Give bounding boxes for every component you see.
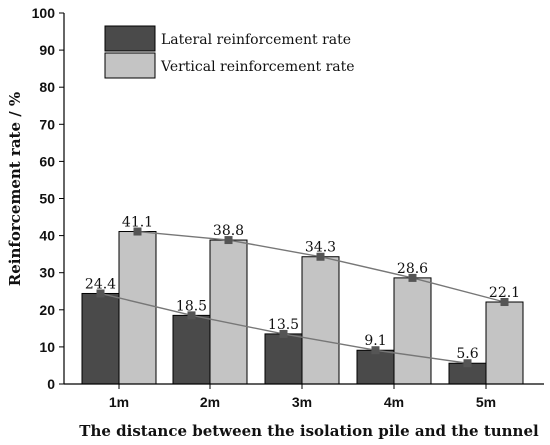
y-tick-label: 30 xyxy=(39,265,55,281)
y-tick-label: 20 xyxy=(39,302,55,318)
legend-swatch-lateral xyxy=(104,25,156,52)
data-label-lateral: 13.5 xyxy=(268,317,299,333)
x-tick-label: 1m xyxy=(109,394,129,410)
y-tick-label: 60 xyxy=(39,153,55,169)
data-label-lateral: 9.1 xyxy=(364,333,386,349)
legend: Lateral reinforcement rate Vertical rein… xyxy=(104,25,355,79)
data-label-vertical: 34.3 xyxy=(305,240,336,256)
x-tick-label: 3m xyxy=(292,394,312,410)
bar-lateral-4m xyxy=(356,349,395,385)
data-labels: 24.4 18.5 13.5 9.1 5.6 41.1 38.8 34.3 28.6 22.1 xyxy=(85,215,520,363)
bar-vertical-1m xyxy=(118,231,157,385)
trend-marker-lateral xyxy=(279,329,288,338)
data-label-lateral: 18.5 xyxy=(176,298,207,314)
data-label-lateral: 24.4 xyxy=(85,276,116,292)
y-tick-label: 70 xyxy=(39,116,55,132)
trend-marker-lateral xyxy=(463,359,472,368)
x-tick-label: 5m xyxy=(476,394,496,410)
bars xyxy=(81,228,524,385)
y-axis-title: Reinforcement rate / % xyxy=(6,92,24,286)
bar-lateral-1m xyxy=(81,292,120,385)
trend-marker-vertical xyxy=(224,236,233,245)
trend-marker-lateral xyxy=(371,346,380,355)
trend-marker-vertical xyxy=(408,273,417,282)
trend-lines xyxy=(96,227,509,368)
legend-label-lateral: Lateral reinforcement rate xyxy=(161,32,351,48)
x-tick-label: 4m xyxy=(384,394,404,410)
trend-marker-vertical xyxy=(133,227,142,236)
bar-vertical-2m xyxy=(209,239,248,385)
data-label-vertical: 22.1 xyxy=(489,285,520,301)
bar-lateral-2m xyxy=(172,314,211,385)
data-label-vertical: 28.6 xyxy=(397,261,428,277)
bar-lateral-3m xyxy=(264,333,303,385)
x-axis-title: The distance between the isolation pile … xyxy=(79,422,539,440)
data-label-vertical: 41.1 xyxy=(122,215,153,231)
bar-vertical-5m xyxy=(485,301,524,385)
data-label-lateral: 5.6 xyxy=(456,346,478,362)
y-tick-label: 90 xyxy=(39,42,55,58)
y-tick-label: 10 xyxy=(39,339,55,355)
trend-marker-lateral xyxy=(96,289,105,298)
bar-vertical-4m xyxy=(393,277,432,385)
y-tick-label: 40 xyxy=(39,228,55,244)
trend-marker-lateral xyxy=(187,311,196,320)
y-tick-label: 50 xyxy=(39,191,55,207)
y-axis-ticks: 0 10 20 30 40 50 60 70 80 90 100 xyxy=(32,5,64,392)
x-axis-ticks: 1m 2m 3m 4m 5m xyxy=(109,384,496,410)
bar-vertical-3m xyxy=(301,256,340,385)
legend-swatch-vertical xyxy=(104,52,156,79)
y-tick-label: 80 xyxy=(39,79,55,95)
y-tick-label: 100 xyxy=(32,5,56,21)
x-tick-label: 2m xyxy=(200,394,220,410)
trend-marker-vertical xyxy=(316,252,325,261)
y-tick-label: 0 xyxy=(47,376,55,392)
trend-marker-vertical xyxy=(500,298,509,307)
legend-label-vertical: Vertical reinforcement rate xyxy=(160,59,355,75)
data-label-vertical: 38.8 xyxy=(213,223,244,239)
